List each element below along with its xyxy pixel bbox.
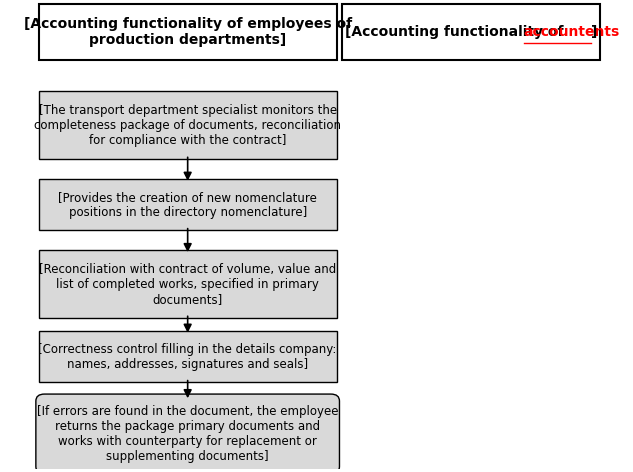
FancyBboxPatch shape — [39, 331, 337, 382]
FancyBboxPatch shape — [39, 4, 337, 60]
FancyBboxPatch shape — [342, 4, 600, 60]
Text: [Accounting functionality of: [Accounting functionality of — [345, 25, 568, 39]
Text: accountents: accountents — [523, 25, 620, 39]
Text: [Accounting functionality of employees of
production departments]: [Accounting functionality of employees o… — [23, 17, 352, 47]
Text: [Reconciliation with contract of volume, value and
list of completed works, spec: [Reconciliation with contract of volume,… — [39, 263, 336, 306]
Text: ]: ] — [591, 25, 598, 39]
Text: [Correctness control filling in the details company:
names, addresses, signature: [Correctness control filling in the deta… — [39, 343, 337, 371]
FancyBboxPatch shape — [39, 250, 337, 318]
FancyBboxPatch shape — [39, 179, 337, 230]
Text: [If errors are found in the document, the employee
returns the package primary d: [If errors are found in the document, th… — [37, 405, 339, 463]
FancyBboxPatch shape — [39, 92, 337, 159]
Text: [The transport department specialist monitors the
completeness package of docume: [The transport department specialist mon… — [34, 104, 341, 147]
FancyBboxPatch shape — [36, 394, 339, 472]
Text: [Provides the creation of new nomenclature
positions in the directory nomenclatu: [Provides the creation of new nomenclatu… — [58, 191, 317, 219]
